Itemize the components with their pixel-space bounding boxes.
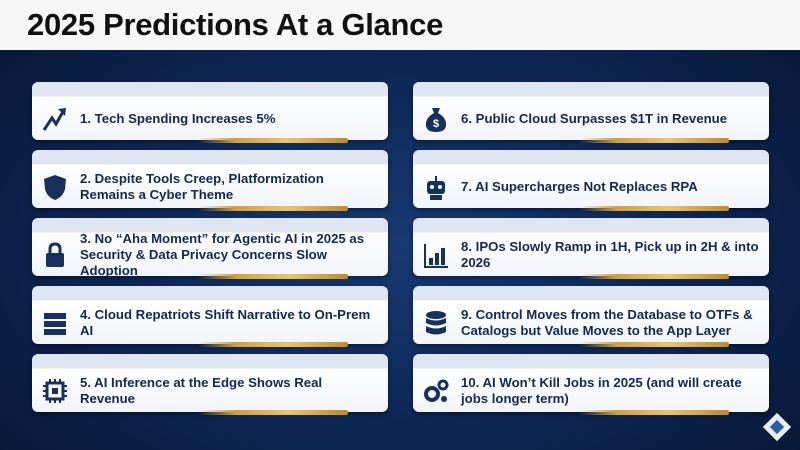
card-icon: $: [425, 108, 447, 132]
prediction-card: 5. AI Inference at the Edge Shows Real R…: [32, 354, 388, 415]
prediction-text: 6. Public Cloud Surpasses $1T in Revenue: [461, 111, 728, 126]
card-icon: [427, 176, 445, 200]
gold-accent: [198, 274, 348, 279]
prediction-text: 5. AI Inference at the Edge Shows Real R…: [80, 375, 323, 406]
prediction-text: 1. Tech Spending Increases 5%: [80, 111, 276, 126]
card-icon: [44, 313, 66, 335]
title-band: 2025 Predictions At a Glance: [0, 0, 800, 50]
prediction-text: 9. Control Moves from the Database to OT…: [461, 307, 753, 338]
card-icon: [46, 242, 64, 267]
prediction-text: 8. IPOs Slowly Ramp in 1H, Pick up in 2H…: [461, 239, 759, 270]
prediction-card: 2. Despite Tools Creep, Platformization …: [32, 150, 388, 211]
gold-accent: [198, 410, 348, 415]
prediction-card: 10. AI Won’t Kill Jobs in 2025 (and will…: [413, 354, 769, 415]
prediction-card: 3. No “Aha Moment” for Agentic AI in 202…: [32, 218, 388, 279]
prediction-card: 7. AI Supercharges Not Replaces RPA: [413, 150, 769, 211]
slide-title: 2025 Predictions At a Glance: [27, 7, 444, 42]
card-icon: [42, 108, 66, 131]
svg-text:$: $: [433, 118, 439, 130]
card-icon: [426, 311, 446, 335]
prediction-text: 2. Despite Tools Creep, Platformization …: [80, 171, 324, 202]
gold-accent: [579, 342, 729, 347]
prediction-text: 3. No “Aha Moment” for Agentic AI in 202…: [80, 231, 365, 278]
gold-accent: [198, 138, 348, 143]
prediction-card: 1. Tech Spending Increases 5%: [32, 82, 388, 143]
gold-accent: [579, 206, 729, 211]
logo: [762, 412, 792, 442]
card-icon: [43, 379, 67, 403]
prediction-text: 4. Cloud Repatriots Shift Narrative to O…: [80, 307, 371, 338]
card-icon: [424, 244, 448, 268]
gold-accent: [198, 206, 348, 211]
prediction-card: $6. Public Cloud Surpasses $1T in Revenu…: [413, 82, 769, 143]
card-icon: [44, 175, 66, 200]
gold-accent: [579, 138, 729, 143]
prediction-card: 4. Cloud Repatriots Shift Narrative to O…: [32, 286, 388, 347]
prediction-card: 8. IPOs Slowly Ramp in 1H, Pick up in 2H…: [413, 218, 769, 279]
prediction-text: 10. AI Won’t Kill Jobs in 2025 (and will…: [461, 375, 742, 406]
prediction-card: 9. Control Moves from the Database to OT…: [413, 286, 769, 347]
prediction-text: 7. AI Supercharges Not Replaces RPA: [461, 179, 698, 194]
gold-accent: [198, 342, 348, 347]
gold-accent: [579, 274, 729, 279]
gold-accent: [579, 410, 729, 415]
card-icon: [424, 379, 449, 402]
